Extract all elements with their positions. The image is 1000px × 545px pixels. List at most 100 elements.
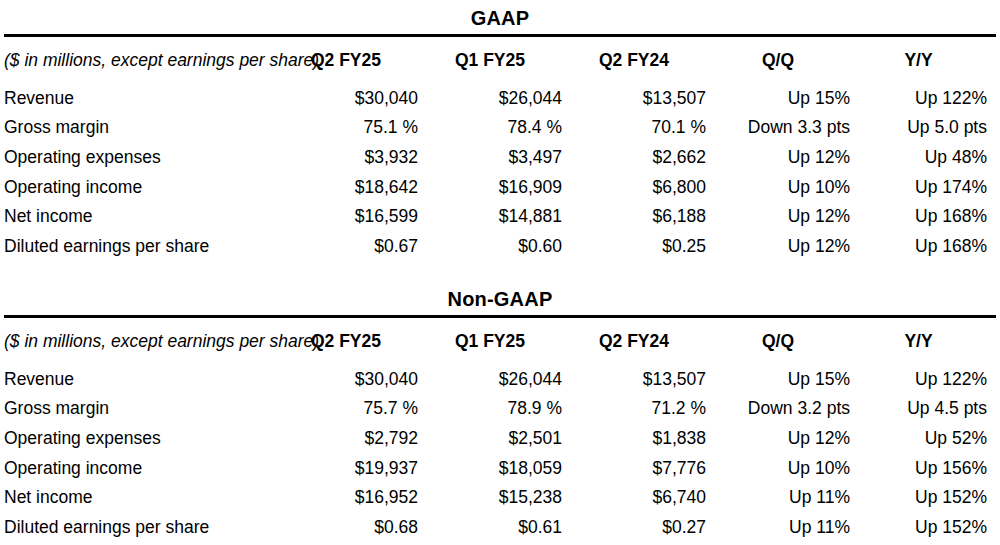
gaap-header-row: ($ in millions, except earnings per shar… bbox=[4, 36, 996, 84]
units-note: ($ in millions, except earnings per shar… bbox=[4, 317, 274, 365]
cell-value: $0.60 bbox=[418, 231, 562, 261]
cell-value: $7,776 bbox=[562, 453, 706, 483]
cell-value: Up 52% bbox=[850, 424, 996, 454]
cell-value: 70.1 % bbox=[562, 113, 706, 143]
cell-value: Up 152% bbox=[850, 513, 996, 543]
row-label: Diluted earnings per share bbox=[4, 513, 274, 543]
gaap-title: GAAP bbox=[4, 6, 996, 31]
column-header-yy: Y/Y bbox=[850, 317, 996, 365]
row-label: Revenue bbox=[4, 84, 274, 114]
cell-value: Up 10% bbox=[706, 172, 850, 202]
row-label: Operating income bbox=[4, 172, 274, 202]
cell-value: Up 174% bbox=[850, 172, 996, 202]
cell-value: $16,909 bbox=[418, 172, 562, 202]
table-row-gross-margin: Gross margin 75.1 % 78.4 % 70.1 % Down 3… bbox=[4, 113, 996, 143]
table-row-gross-margin: Gross margin 75.7 % 78.9 % 71.2 % Down 3… bbox=[4, 394, 996, 424]
non-gaap-header-row: ($ in millions, except earnings per shar… bbox=[4, 317, 996, 365]
cell-value: Up 168% bbox=[850, 202, 996, 232]
cell-value: 78.9 % bbox=[418, 394, 562, 424]
cell-value: $3,932 bbox=[274, 143, 418, 173]
table-row-operating-expenses: Operating expenses $3,932 $3,497 $2,662 … bbox=[4, 143, 996, 173]
cell-value: $30,040 bbox=[274, 84, 418, 114]
cell-value: Up 122% bbox=[850, 84, 996, 114]
column-header-q1fy25: Q1 FY25 bbox=[418, 317, 562, 365]
row-label: Operating income bbox=[4, 453, 274, 483]
cell-value: Down 3.2 pts bbox=[706, 394, 850, 424]
cell-value: $2,792 bbox=[274, 424, 418, 454]
column-header-q2fy24: Q2 FY24 bbox=[562, 317, 706, 365]
cell-value: Up 15% bbox=[706, 84, 850, 114]
cell-value: Up 12% bbox=[706, 202, 850, 232]
cell-value: $6,740 bbox=[562, 483, 706, 513]
cell-value: Up 5.0 pts bbox=[850, 113, 996, 143]
cell-value: Up 15% bbox=[706, 365, 850, 395]
units-note: ($ in millions, except earnings per shar… bbox=[4, 36, 274, 84]
cell-value: $3,497 bbox=[418, 143, 562, 173]
row-label: Operating expenses bbox=[4, 143, 274, 173]
cell-value: 75.7 % bbox=[274, 394, 418, 424]
table-row-operating-expenses: Operating expenses $2,792 $2,501 $1,838 … bbox=[4, 424, 996, 454]
row-label: Gross margin bbox=[4, 113, 274, 143]
table-row-operating-income: Operating income $19,937 $18,059 $7,776 … bbox=[4, 453, 996, 483]
cell-value: $6,188 bbox=[562, 202, 706, 232]
cell-value: Up 122% bbox=[850, 365, 996, 395]
gaap-table: ($ in millions, except earnings per shar… bbox=[4, 34, 996, 261]
column-header-q1fy25: Q1 FY25 bbox=[418, 36, 562, 84]
cell-value: Up 10% bbox=[706, 453, 850, 483]
cell-value: Up 12% bbox=[706, 143, 850, 173]
cell-value: Down 3.3 pts bbox=[706, 113, 850, 143]
cell-value: $2,662 bbox=[562, 143, 706, 173]
cell-value: $16,952 bbox=[274, 483, 418, 513]
cell-value: Up 11% bbox=[706, 513, 850, 543]
cell-value: Up 152% bbox=[850, 483, 996, 513]
cell-value: $13,507 bbox=[562, 84, 706, 114]
cell-value: Up 12% bbox=[706, 424, 850, 454]
cell-value: $1,838 bbox=[562, 424, 706, 454]
table-row-diluted-eps: Diluted earnings per share $0.67 $0.60 $… bbox=[4, 231, 996, 261]
cell-value: Up 11% bbox=[706, 483, 850, 513]
row-label: Net income bbox=[4, 483, 274, 513]
cell-value: $19,937 bbox=[274, 453, 418, 483]
cell-value: $6,800 bbox=[562, 172, 706, 202]
cell-value: $15,238 bbox=[418, 483, 562, 513]
table-row-net-income: Net income $16,599 $14,881 $6,188 Up 12%… bbox=[4, 202, 996, 232]
cell-value: Up 156% bbox=[850, 453, 996, 483]
cell-value: Up 12% bbox=[706, 231, 850, 261]
column-header-yy: Y/Y bbox=[850, 36, 996, 84]
cell-value: $18,642 bbox=[274, 172, 418, 202]
cell-value: $16,599 bbox=[274, 202, 418, 232]
cell-value: $0.61 bbox=[418, 513, 562, 543]
cell-value: $18,059 bbox=[418, 453, 562, 483]
cell-value: $0.25 bbox=[562, 231, 706, 261]
cell-value: 78.4 % bbox=[418, 113, 562, 143]
cell-value: $0.27 bbox=[562, 513, 706, 543]
non-gaap-table: ($ in millions, except earnings per shar… bbox=[4, 315, 996, 542]
table-row-operating-income: Operating income $18,642 $16,909 $6,800 … bbox=[4, 172, 996, 202]
cell-value: $14,881 bbox=[418, 202, 562, 232]
column-header-q2fy24: Q2 FY24 bbox=[562, 36, 706, 84]
table-row-diluted-eps: Diluted earnings per share $0.68 $0.61 $… bbox=[4, 513, 996, 543]
cell-value: $26,044 bbox=[418, 365, 562, 395]
cell-value: $0.67 bbox=[274, 231, 418, 261]
table-row-revenue: Revenue $30,040 $26,044 $13,507 Up 15% U… bbox=[4, 84, 996, 114]
table-row-revenue: Revenue $30,040 $26,044 $13,507 Up 15% U… bbox=[4, 365, 996, 395]
row-label: Diluted earnings per share bbox=[4, 231, 274, 261]
cell-value: Up 168% bbox=[850, 231, 996, 261]
table-row-net-income: Net income $16,952 $15,238 $6,740 Up 11%… bbox=[4, 483, 996, 513]
row-label: Revenue bbox=[4, 365, 274, 395]
cell-value: Up 48% bbox=[850, 143, 996, 173]
gaap-section: GAAP ($ in millions, except earnings per… bbox=[4, 6, 996, 261]
cell-value: $13,507 bbox=[562, 365, 706, 395]
non-gaap-section: Non-GAAP ($ in millions, except earnings… bbox=[4, 287, 996, 542]
row-label: Net income bbox=[4, 202, 274, 232]
cell-value: $0.68 bbox=[274, 513, 418, 543]
column-header-qq: Q/Q bbox=[706, 36, 850, 84]
cell-value: 71.2 % bbox=[562, 394, 706, 424]
cell-value: 75.1 % bbox=[274, 113, 418, 143]
row-label: Gross margin bbox=[4, 394, 274, 424]
cell-value: $2,501 bbox=[418, 424, 562, 454]
financial-summary-page: GAAP ($ in millions, except earnings per… bbox=[0, 0, 1000, 545]
cell-value: Up 4.5 pts bbox=[850, 394, 996, 424]
column-header-qq: Q/Q bbox=[706, 317, 850, 365]
non-gaap-title: Non-GAAP bbox=[4, 287, 996, 312]
